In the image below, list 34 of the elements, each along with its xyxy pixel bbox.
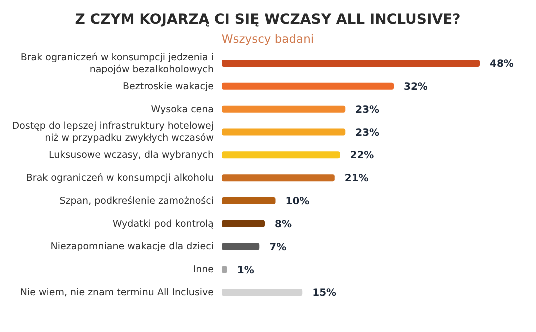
y-tick-label: Wydatki pod kontrolą [112,218,214,230]
bar [222,243,260,250]
data-label: 32% [404,82,428,93]
data-label: 10% [286,196,310,208]
bar [222,60,480,68]
bar [222,174,335,182]
bar [222,106,346,113]
y-tick-label: Nie wiem, nie znam terminu All Inclusive [20,287,214,298]
data-label: 22% [350,150,374,162]
bar [222,197,276,204]
bar [222,128,346,136]
y-tick-label: Brak ograniczeń w konsumpcji jedzenia i napojów bezalkoholowych [20,52,214,75]
data-label: 7% [270,242,287,254]
data-label: 8% [275,219,292,230]
y-tick-label: Dostęp do lepszej infrastruktury hotelowej niż w przypadku zwykłych wczasów [12,120,214,144]
data-label: 21% [344,174,369,185]
data-label: 23% [356,104,380,116]
chart-title: Z CZYM KOJARZĄ CI SIĘ WCZASY ALL INCLUSIVE? [74,12,462,28]
y-tick-label: Inne [193,264,214,276]
data-label: 15% [312,288,337,300]
y-tick-label: Wysoka cena [151,104,214,115]
y-tick-label: Niezapomniane wakacje dla dzieci [50,241,214,252]
data-label: 1% [237,265,254,276]
y-tick-label: Beztroskie wakacje [123,80,214,92]
y-tick-label: Szpan, podkreślenie zamożności [60,195,214,206]
bar [222,152,340,159]
bar [222,289,303,296]
chart-subtitle: Wszyscy badani [220,32,316,46]
data-label: 48% [490,59,514,70]
y-tick-label: Luksusowe wczasy, dla wybranych [49,150,214,161]
data-label: 23% [356,128,380,139]
y-tick-label: Brak ograniczeń w konsumpcji alkoholu [26,172,214,184]
bar [222,220,265,228]
bar [222,82,394,90]
